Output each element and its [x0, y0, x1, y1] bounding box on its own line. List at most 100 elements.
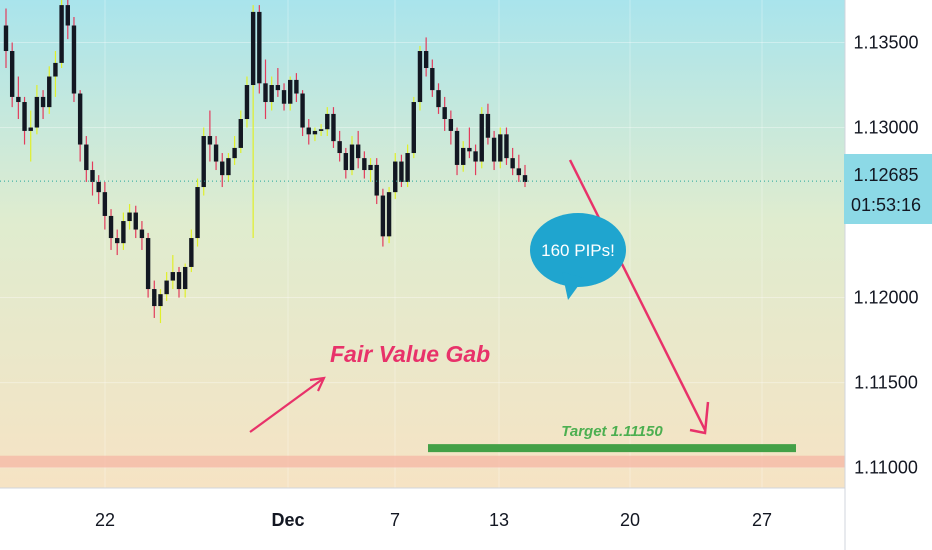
candles-group — [3, 0, 528, 324]
candle-down — [139, 229, 145, 239]
target-label: Target 1.11150 — [561, 423, 663, 440]
candle-up — [325, 113, 330, 130]
candle-up — [461, 147, 466, 165]
plot-background — [0, 0, 845, 488]
candle-down — [90, 170, 95, 182]
candle-down — [3, 25, 9, 52]
candle-down — [108, 215, 114, 239]
candle-down — [355, 144, 361, 159]
candle-up — [386, 192, 392, 237]
candle-down — [145, 238, 151, 290]
pips-bubble[interactable]: 160 PIPs! — [530, 213, 626, 300]
candle-down — [473, 151, 478, 162]
price-axis-ticks: 1.13500 1.13000 1.12000 1.11500 1.11000 — [853, 33, 918, 478]
fair-value-gap-label: Fair Value Gab — [330, 341, 490, 367]
candle-up — [479, 113, 484, 162]
candle-up — [238, 119, 243, 148]
candle-down — [380, 195, 386, 237]
candle-up — [498, 134, 503, 162]
candle-up — [47, 76, 52, 108]
candle-down — [343, 153, 349, 171]
candle-up — [158, 294, 163, 307]
candle-down — [263, 83, 268, 103]
price-tick-label: 1.12000 — [853, 288, 918, 308]
candle-down — [423, 51, 429, 69]
candle-up — [28, 127, 33, 131]
price-tick-label: 1.13500 — [853, 33, 918, 53]
date-tick-label: 13 — [489, 510, 509, 530]
candle-down — [442, 107, 447, 120]
price-tick-label: 1.13000 — [853, 118, 918, 138]
date-tick-label: Dec — [271, 510, 304, 530]
candle-down — [448, 119, 454, 131]
candle-up — [226, 158, 231, 176]
candle-up — [417, 51, 423, 103]
candle-down — [430, 68, 435, 91]
fvg-arrow[interactable] — [249, 376, 326, 433]
candle-down — [71, 25, 77, 94]
candle-down — [454, 130, 460, 165]
candle-down — [16, 96, 21, 103]
candle-down — [133, 212, 138, 230]
candle-down — [275, 85, 281, 91]
candle-down — [213, 144, 219, 162]
candle-down — [436, 90, 441, 108]
candle-up — [164, 280, 169, 295]
candle-down — [40, 96, 46, 108]
candle-down — [399, 161, 404, 182]
candle-up — [232, 147, 237, 159]
candle-up — [318, 129, 324, 131]
candle-down — [176, 272, 182, 290]
candle-up — [189, 238, 194, 267]
candle-down — [331, 113, 336, 142]
candle-up — [53, 62, 58, 77]
candle-up — [201, 136, 206, 188]
candle-up — [269, 85, 274, 103]
candle-down — [485, 113, 491, 138]
date-tick-label: 20 — [620, 510, 640, 530]
candle-down — [504, 134, 509, 159]
date-tick-label: 27 — [752, 510, 772, 530]
candle-up — [349, 144, 355, 171]
candle-up — [244, 85, 250, 120]
svg-text:160 PIPs!: 160 PIPs! — [541, 241, 615, 260]
candle-up — [127, 212, 132, 222]
candle-down — [65, 5, 70, 26]
candle-up — [121, 221, 126, 244]
candle-down — [207, 136, 213, 145]
candle-up — [182, 266, 188, 290]
candle-down — [300, 93, 305, 128]
candle-down — [522, 175, 528, 182]
candle-up — [411, 102, 416, 154]
candle-up — [195, 187, 200, 239]
time-axis-background — [0, 488, 932, 550]
candle-down — [9, 51, 15, 97]
candle-up — [288, 79, 293, 104]
svg-text:1.12685: 1.12685 — [853, 165, 918, 185]
candle-down — [115, 238, 120, 244]
candle-down — [510, 158, 515, 169]
candle-down — [96, 181, 101, 193]
last-price-badge: 1.12685 01:53:16 — [844, 154, 932, 224]
price-axis-background — [845, 0, 932, 488]
candle-up — [405, 153, 410, 182]
candle-down — [294, 79, 299, 94]
candle-down — [77, 93, 83, 145]
candle-down — [22, 102, 27, 131]
candle-down — [491, 137, 497, 162]
candle-up — [393, 161, 398, 193]
candle-down — [102, 192, 108, 216]
candle-up — [368, 164, 373, 171]
candle-down — [374, 164, 379, 196]
price-tick-label: 1.11000 — [854, 458, 918, 478]
projection-arrow[interactable] — [568, 159, 710, 435]
date-tick-label: 22 — [95, 510, 115, 530]
candle-down — [362, 158, 367, 171]
candle-down — [84, 144, 89, 171]
candle-down — [152, 289, 157, 307]
svg-text:01:53:16: 01:53:16 — [851, 195, 921, 215]
candle-up — [59, 5, 64, 63]
time-axis-ticks: 22 Dec 7 13 20 27 — [95, 510, 772, 530]
